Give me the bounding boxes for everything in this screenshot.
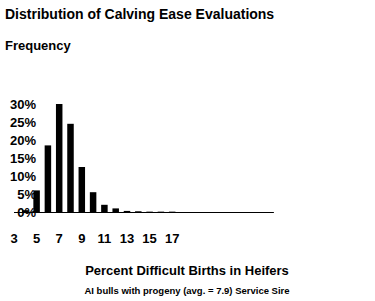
bar xyxy=(135,211,142,212)
x-label: Percent Difficult Births in Heifers xyxy=(85,263,289,278)
bar xyxy=(67,124,74,212)
title: Distribution of Calving Ease Evaluations xyxy=(5,6,274,22)
x-axis xyxy=(14,212,274,213)
y-tick-label: 10% xyxy=(10,169,36,184)
x-tick-label: 5 xyxy=(33,231,40,246)
chart: Distribution of Calving Ease Evaluations… xyxy=(0,0,375,301)
y-tick-label: 20% xyxy=(10,133,36,148)
x-tick-label: 7 xyxy=(56,231,63,246)
bar xyxy=(22,210,29,212)
bar xyxy=(112,208,119,212)
y-tick-label: 30% xyxy=(10,97,36,112)
x-tick-label: 11 xyxy=(98,231,112,246)
bars xyxy=(22,104,175,212)
bar xyxy=(101,205,108,212)
annotation: AI bulls with progeny (avg. = 7.9) Servi… xyxy=(84,285,289,296)
x-tick-label: 17 xyxy=(165,231,179,246)
y-tick-label: 15% xyxy=(10,151,36,166)
bar xyxy=(79,167,86,212)
x-tick-label: 3 xyxy=(10,231,17,246)
bar xyxy=(33,190,40,212)
x-tick-label: 13 xyxy=(120,231,134,246)
y-label: Frequency xyxy=(5,38,72,53)
bar xyxy=(45,145,52,212)
x-tick-label: 9 xyxy=(78,231,85,246)
bar xyxy=(124,211,131,212)
bar xyxy=(56,104,63,212)
bar xyxy=(158,211,165,212)
bar xyxy=(90,192,97,212)
x-tick-label: 15 xyxy=(142,231,156,246)
bar xyxy=(169,211,176,212)
bar xyxy=(146,211,153,212)
y-tick-label: 25% xyxy=(10,115,36,130)
